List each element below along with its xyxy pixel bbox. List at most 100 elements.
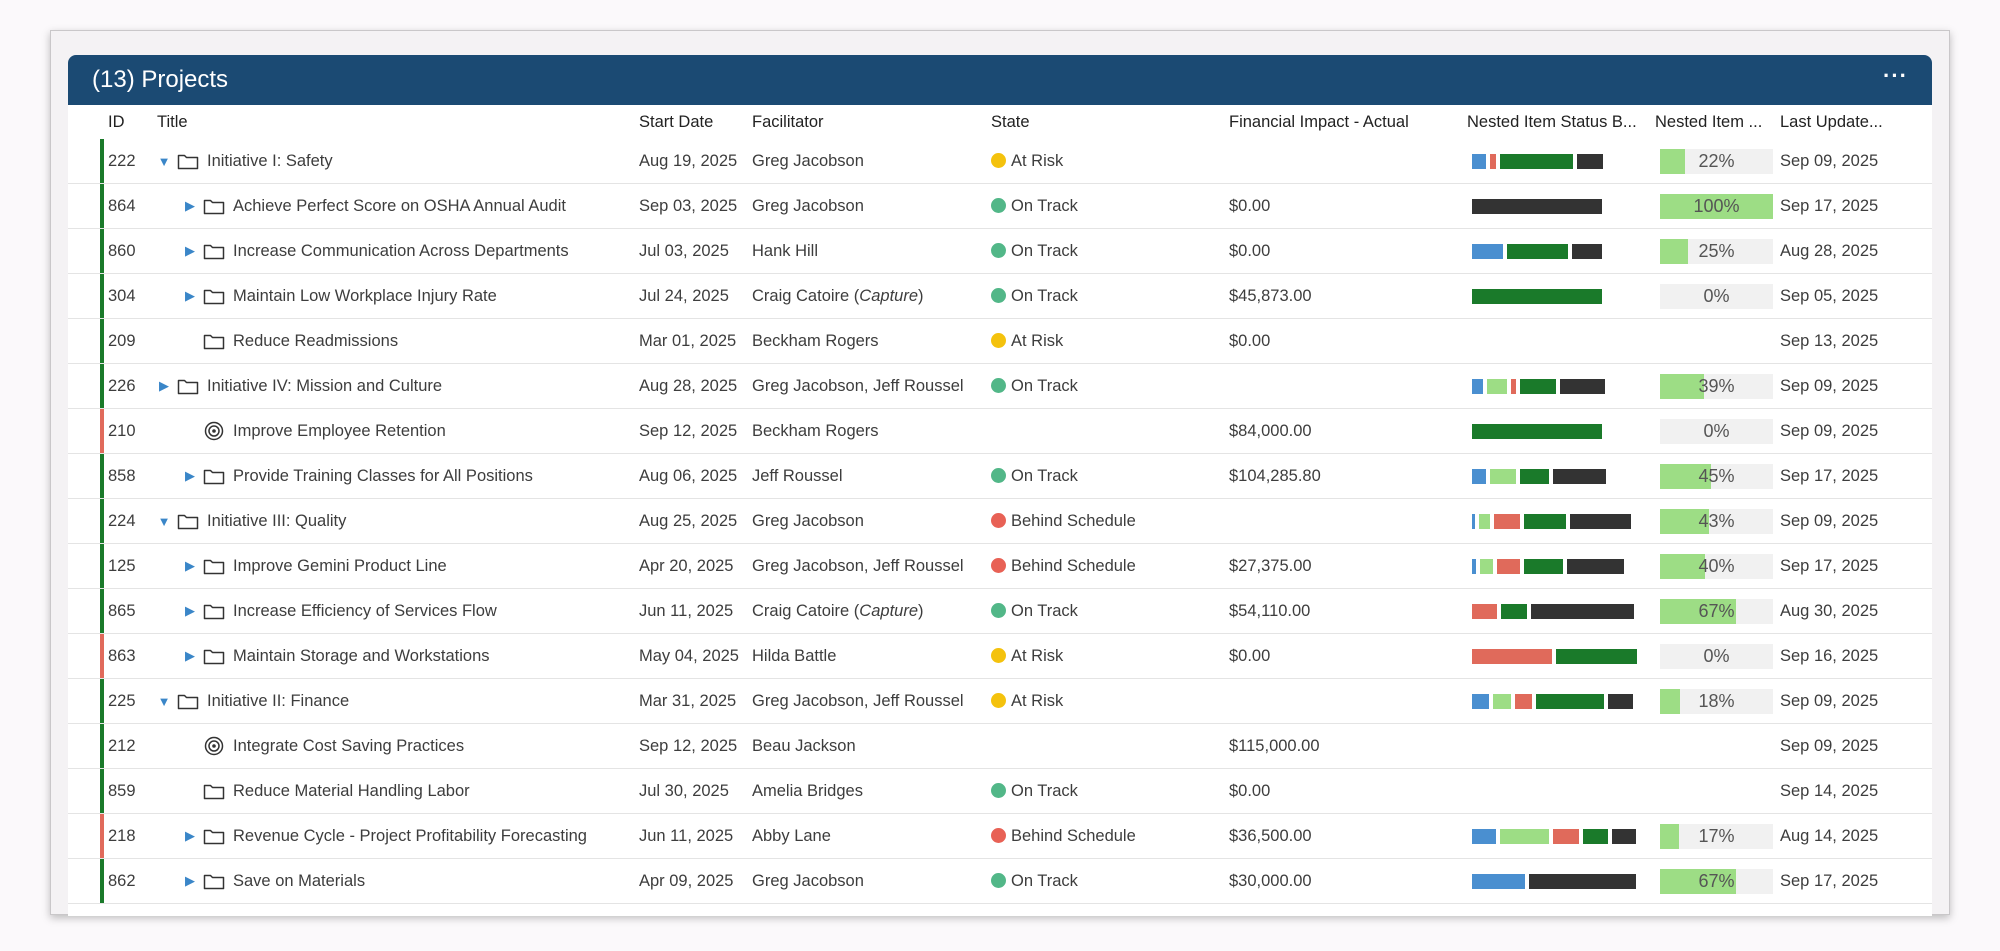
caret-down-icon[interactable]: ▼ bbox=[157, 153, 171, 169]
row-title-link[interactable]: Provide Training Classes for All Positio… bbox=[233, 466, 533, 485]
table-row[interactable]: 222 ▼ Initiative I: Safety Aug 19, 2025 Greg… bbox=[68, 139, 1932, 184]
row-status-stripe bbox=[100, 454, 104, 498]
row-title-link[interactable]: Save on Materials bbox=[233, 871, 366, 890]
progress-bar: 17% bbox=[1660, 823, 1773, 849]
title-wrap: ▶ Improve Gemini Product Line bbox=[157, 557, 635, 576]
table-row[interactable]: 865 ▶ Increase Efficiency of Services Flow… bbox=[68, 589, 1932, 634]
row-title-link[interactable]: Initiative IV: Mission and Culture bbox=[207, 376, 443, 395]
folder-icon bbox=[177, 153, 199, 170]
caret-right-icon[interactable]: ▶ bbox=[185, 243, 195, 258]
caret-right-icon[interactable]: ▶ bbox=[185, 198, 195, 213]
row-facilitator: Hank Hill bbox=[748, 242, 987, 261]
status-segment bbox=[1472, 378, 1483, 394]
column-header-nested-item-progress[interactable]: Nested Item ... bbox=[1655, 112, 1763, 131]
row-nested-progress: 67% bbox=[1651, 868, 1776, 894]
state-dot-icon bbox=[991, 377, 1006, 393]
column-header-id[interactable]: ID bbox=[108, 112, 125, 131]
caret-right-icon[interactable]: ▶ bbox=[185, 468, 195, 483]
row-title-link[interactable]: Maintain Low Workplace Injury Rate bbox=[233, 286, 497, 305]
column-header-financial-impact[interactable]: Financial Impact - Actual bbox=[1229, 112, 1409, 131]
table-row[interactable]: 210 Improve Employee Retention Sep 12, 202… bbox=[68, 409, 1932, 454]
column-header-facilitator[interactable]: Facilitator bbox=[752, 112, 824, 131]
state-label: At Risk bbox=[1011, 646, 1064, 665]
table-row[interactable]: 226 ▶ Initiative IV: Mission and Culture Au… bbox=[68, 364, 1932, 409]
row-title-link[interactable]: Integrate Cost Saving Practices bbox=[233, 736, 465, 755]
table-row[interactable]: 224 ▼ Initiative III: Quality Aug 25, 2025 G… bbox=[68, 499, 1932, 544]
table-row[interactable]: 859 Reduce Material Handling Labor Jul 30,… bbox=[68, 769, 1932, 814]
status-segment bbox=[1500, 828, 1549, 844]
row-state: On Track bbox=[987, 782, 1225, 801]
stacked-status-bar bbox=[1472, 513, 1640, 529]
table-row[interactable]: 125 ▶ Improve Gemini Product Line Apr 20, 2… bbox=[68, 544, 1932, 589]
row-title-link[interactable]: Improve Employee Retention bbox=[233, 421, 446, 440]
row-state: On Track bbox=[987, 872, 1225, 891]
row-title-link[interactable]: Initiative III: Quality bbox=[207, 511, 347, 530]
row-nested-status-bar bbox=[1463, 828, 1651, 844]
row-last-updated: Sep 09, 2025 bbox=[1780, 511, 1879, 530]
row-financial-impact: $115,000.00 bbox=[1229, 736, 1320, 755]
row-nested-progress: 100% bbox=[1651, 193, 1776, 219]
row-financial-impact: $0.00 bbox=[1229, 331, 1271, 350]
table-row[interactable]: 212 Integrate Cost Saving Practices Sep 12… bbox=[68, 724, 1932, 769]
row-nested-status-bar bbox=[1463, 603, 1651, 619]
column-header-last-updated[interactable]: Last Update... bbox=[1780, 112, 1883, 131]
row-state: At Risk bbox=[987, 647, 1225, 666]
table-row[interactable]: 858 ▶ Provide Training Classes for All Pos… bbox=[68, 454, 1932, 499]
row-title-link[interactable]: Reduce Material Handling Labor bbox=[233, 781, 470, 800]
row-title-link[interactable]: Revenue Cycle - Project Profitability Fo… bbox=[233, 826, 587, 845]
row-state: Behind Schedule bbox=[987, 827, 1225, 846]
caret-down-icon[interactable]: ▼ bbox=[157, 513, 171, 529]
row-nested-progress: 17% bbox=[1651, 823, 1776, 849]
row-title-link[interactable]: Reduce Readmissions bbox=[233, 331, 399, 350]
table-row[interactable]: 304 ▶ Maintain Low Workplace Injury Rate Ju… bbox=[68, 274, 1932, 319]
row-nested-status-bar bbox=[1463, 243, 1651, 259]
row-facilitator: Craig Catoire (Capture) bbox=[748, 287, 987, 306]
table-row[interactable]: 209 Reduce Readmissions Mar 01, 2025 Beckha… bbox=[68, 319, 1932, 364]
column-header-state[interactable]: State bbox=[991, 112, 1030, 131]
row-facilitator: Greg Jacobson, Jeff Roussel bbox=[748, 557, 987, 576]
progress-bar: 18% bbox=[1660, 688, 1773, 714]
facilitator-name: Beckham Rogers bbox=[752, 331, 879, 350]
folder-icon bbox=[203, 828, 225, 845]
column-header-nested-status-bar[interactable]: Nested Item Status B... bbox=[1467, 112, 1637, 131]
table-row[interactable]: 862 ▶ Save on Materials Apr 09, 2025 Greg Ja… bbox=[68, 859, 1932, 904]
table-row[interactable]: 225 ▼ Initiative II: Finance Mar 31, 2025 Gr… bbox=[68, 679, 1932, 724]
facilitator-name: Greg Jacobson, Jeff Roussel bbox=[752, 691, 964, 710]
status-segment bbox=[1480, 558, 1493, 574]
row-last-updated: Sep 14, 2025 bbox=[1780, 781, 1879, 800]
row-title-link[interactable]: Initiative II: Finance bbox=[207, 691, 350, 710]
state-dot-icon bbox=[991, 152, 1006, 168]
table-row[interactable]: 218 ▶ Revenue Cycle - Project Profitabilit… bbox=[68, 814, 1932, 859]
status-segment bbox=[1608, 693, 1633, 709]
row-title-link[interactable]: Improve Gemini Product Line bbox=[233, 556, 447, 575]
more-options-icon[interactable]: ··· bbox=[1883, 63, 1908, 88]
column-header-title[interactable]: Title bbox=[157, 112, 188, 131]
caret-right-icon[interactable]: ▶ bbox=[185, 648, 195, 663]
caret-down-icon[interactable]: ▼ bbox=[157, 693, 171, 709]
row-state: At Risk bbox=[987, 332, 1225, 351]
row-title-link[interactable]: Achieve Perfect Score on OSHA Annual Aud… bbox=[233, 196, 566, 215]
table-row[interactable]: 864 ▶ Achieve Perfect Score on OSHA Annual… bbox=[68, 184, 1932, 229]
row-id: 864 bbox=[108, 196, 136, 215]
row-title-cell: ▶ Maintain Low Workplace Injury Rate bbox=[157, 287, 635, 306]
row-title-link[interactable]: Maintain Storage and Workstations bbox=[233, 646, 490, 665]
status-segment bbox=[1524, 513, 1566, 529]
status-segment bbox=[1472, 603, 1497, 619]
row-title-link[interactable]: Increase Communication Across Department… bbox=[233, 241, 569, 260]
row-nested-progress: 43% bbox=[1651, 508, 1776, 534]
column-header-start-date[interactable]: Start Date bbox=[639, 112, 714, 131]
caret-right-icon[interactable]: ▶ bbox=[185, 288, 195, 303]
caret-right-icon[interactable]: ▶ bbox=[185, 603, 195, 618]
progress-bar: 22% bbox=[1660, 148, 1773, 174]
row-state: Behind Schedule bbox=[987, 557, 1225, 576]
caret-right-icon[interactable]: ▶ bbox=[159, 378, 169, 393]
caret-right-icon[interactable]: ▶ bbox=[185, 558, 195, 573]
row-title-link[interactable]: Increase Efficiency of Services Flow bbox=[233, 601, 497, 620]
caret-right-icon[interactable]: ▶ bbox=[185, 828, 195, 843]
table-row[interactable]: 863 ▶ Maintain Storage and Workstations May… bbox=[68, 634, 1932, 679]
table-row[interactable]: 860 ▶ Increase Communication Across Depart… bbox=[68, 229, 1932, 274]
caret-right-icon[interactable]: ▶ bbox=[185, 873, 195, 888]
row-title-link[interactable]: Initiative I: Safety bbox=[207, 151, 333, 170]
status-segment bbox=[1520, 468, 1549, 484]
state-label: On Track bbox=[1011, 601, 1078, 620]
